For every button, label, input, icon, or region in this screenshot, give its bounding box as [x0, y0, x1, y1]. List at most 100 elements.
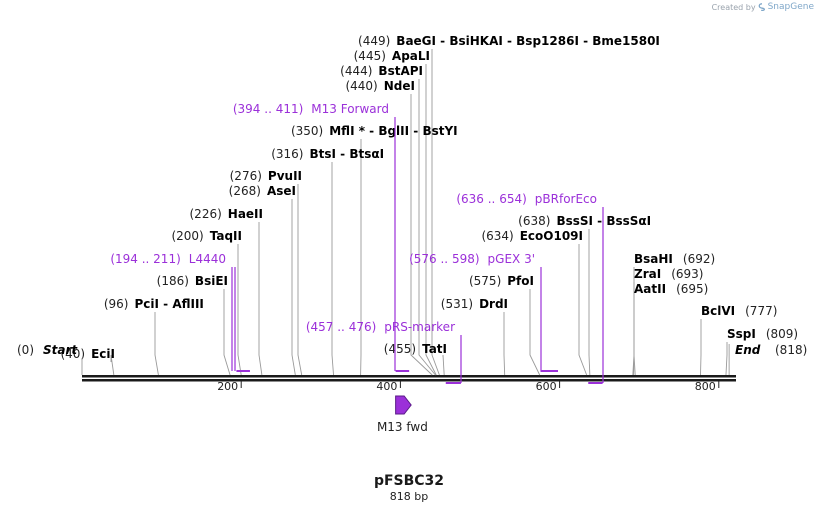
site-name-pvuii: PvuII	[268, 169, 302, 183]
site-line-ndei	[410, 94, 433, 376]
site-line-haeii	[258, 222, 263, 376]
site-pos-pvuii: (276)	[230, 169, 262, 183]
end-pos-end: (818)	[775, 343, 807, 357]
primer-range-pgex-3: (576 .. 598)	[409, 252, 479, 266]
site-name-bsahi: BsaHI	[634, 252, 673, 266]
site-drdi: (531) DrdI	[441, 297, 508, 311]
primer-name-pgex-3: pGEX 3'	[488, 252, 535, 266]
primer-l4440: (194 .. 211) L4440	[110, 252, 250, 372]
end-label-end: End	[735, 343, 761, 357]
site-name-ndei: NdeI	[384, 79, 415, 93]
site-pos-mfli: (350)	[291, 124, 323, 138]
site-sspi: SspI (809)	[727, 327, 798, 341]
site-bsahi: BsaHI (692)	[634, 252, 715, 266]
snapgene-logo-icon	[758, 3, 765, 11]
site-line-asei	[291, 199, 296, 376]
primer-name-l4440: L4440	[189, 252, 226, 266]
end-start: (0) Start	[17, 343, 83, 375]
site-name-mfli: MflI * - BglII - BstYI	[329, 124, 457, 138]
site-ndei: (440) NdeI	[345, 79, 415, 93]
feature-label-m13-fwd: M13 fwd	[377, 420, 428, 434]
site-line-bclvi	[700, 319, 702, 376]
site-btsi-bts-i: (316) BtsI - BtsαI	[271, 147, 384, 161]
site-pos-bsahi: (692)	[683, 252, 715, 266]
snapgene-watermark: Created by SnapGene	[712, 2, 814, 12]
primer-pbrforeco: (636 .. 654) pBRforEco	[456, 192, 604, 384]
primer-name-m13-forward: M13 Forward	[311, 102, 389, 116]
site-bstapi: (444) BstAPI	[340, 64, 423, 78]
site-name-bstapi: BstAPI	[378, 64, 423, 78]
site-pos-btsi: (316)	[271, 147, 303, 161]
site-bsssi-bsss-i: (638) BssSI - BssSαI	[518, 214, 651, 228]
site-baegi-bsihkai-bsp1286i-bme1580i: (449) BaeGI - BsiHKAI - Bsp1286I - Bme158…	[358, 34, 660, 48]
site-pos-zrai: (693)	[671, 267, 703, 281]
site-line-ecoo109i	[578, 244, 588, 376]
site-pos-ndei: (440)	[345, 79, 377, 93]
site-mfli-bglii-bstyi: (350) MflI * - BglII - BstYI	[291, 124, 458, 138]
primer-prs-marker: (457 .. 476) pRS-marker	[306, 320, 462, 384]
site-pos-aatii: (695)	[676, 282, 708, 296]
site-line-bsssi	[588, 229, 591, 376]
site-name-bclvi: BclVI	[701, 304, 735, 318]
site-pos-pfoi: (575)	[469, 274, 501, 288]
primer-range-m13-forward: (394 .. 411)	[233, 102, 303, 116]
site-line-ecii	[110, 354, 115, 376]
site-line-pfoi	[529, 289, 541, 376]
site-pcii-afliii: (96) PciI - AflIII	[104, 297, 204, 311]
site-line-btsi	[331, 162, 334, 376]
backbone-top-strand	[82, 375, 736, 378]
primer-pgex-3: (576 .. 598) pGEX 3'	[409, 252, 559, 372]
site-name-ecoo109i: EcoO109I	[520, 229, 583, 243]
site-pos-sspi: (809)	[766, 327, 798, 341]
primer-range-pbrforeco: (636 .. 654)	[456, 192, 526, 206]
site-name-sspi: SspI	[727, 327, 756, 341]
site-apali: (445) ApaLI	[354, 49, 430, 63]
site-line-sspi	[725, 342, 728, 376]
scale-tick-label-800: 800	[695, 380, 716, 393]
site-pos-bsssi: (638)	[518, 214, 550, 228]
site-tati: (455) TatI	[384, 342, 447, 356]
site-ecii: (40) EciI	[60, 347, 115, 361]
scale-tick-label-200: 200	[217, 380, 238, 393]
primer-m13-forward: (394 .. 411) M13 Forward	[233, 102, 410, 372]
site-name-pcii: PciI - AflIII	[135, 297, 204, 311]
site-pos-ecoo109i: (634)	[481, 229, 513, 243]
site-pos-pcii: (96)	[104, 297, 129, 311]
end-pos-start: (0)	[17, 343, 34, 357]
site-name-bsssi: BssSI - BssSαI	[556, 214, 651, 228]
plasmid-length: 818 bp	[389, 490, 429, 503]
site-pos-baegi: (449)	[358, 34, 390, 48]
site-name-btsi: BtsI - BtsαI	[310, 147, 385, 161]
site-pos-bstapi: (444)	[340, 64, 372, 78]
site-name-haeii: HaeII	[228, 207, 263, 221]
plasmid-name: pFSBC32	[373, 473, 445, 489]
site-pos-tati: (455)	[384, 342, 416, 356]
watermark-brand: SnapGene	[767, 2, 814, 12]
site-pos-bsiei: (186)	[157, 274, 189, 288]
site-line-drdi	[503, 312, 506, 376]
site-line-bstapi	[418, 79, 436, 376]
site-pfoi: (575) PfoI	[469, 274, 534, 288]
site-line-pcii	[154, 312, 159, 376]
site-name-aatii: AatII	[634, 282, 666, 296]
site-name-ecii: EciI	[91, 347, 115, 361]
site-pos-drdi: (531)	[441, 297, 473, 311]
site-haeii: (226) HaeII	[190, 207, 264, 221]
site-ecoo109i: (634) EcoO109I	[481, 229, 583, 243]
site-name-taqii: TaqII	[210, 229, 242, 243]
site-line-taqii	[237, 244, 242, 376]
scale-tick-label-600: 600	[536, 380, 557, 393]
site-pos-haeii: (226)	[190, 207, 222, 221]
site-name-tati: TatI	[422, 342, 447, 356]
site-name-zrai: ZraI	[634, 267, 661, 281]
primer-name-prs-marker: pRS-marker	[384, 320, 455, 334]
site-pos-ecii: (40)	[60, 347, 85, 361]
feature-m13-fwd: M13 fwd	[377, 395, 428, 434]
feature-arrow-m13-fwd	[395, 395, 412, 415]
site-taqii: (200) TaqII	[171, 229, 242, 243]
end-end: End (818)	[728, 343, 807, 375]
site-asei: (268) AseI	[229, 184, 296, 198]
site-line-tati	[442, 354, 445, 376]
site-line-bsiei	[223, 289, 231, 376]
